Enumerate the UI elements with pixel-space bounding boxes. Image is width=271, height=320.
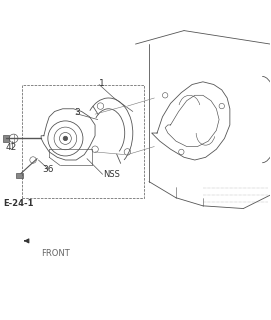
Circle shape [63, 136, 67, 140]
Text: 36: 36 [42, 165, 54, 174]
Bar [4, 135, 9, 142]
Text: 3: 3 [75, 108, 80, 117]
Text: E-24-1: E-24-1 [4, 199, 34, 208]
Bar [15, 173, 23, 178]
Text: NSS: NSS [103, 170, 120, 179]
Text: 42: 42 [6, 143, 17, 152]
Text: 1: 1 [99, 79, 105, 88]
Text: FRONT: FRONT [41, 249, 70, 258]
